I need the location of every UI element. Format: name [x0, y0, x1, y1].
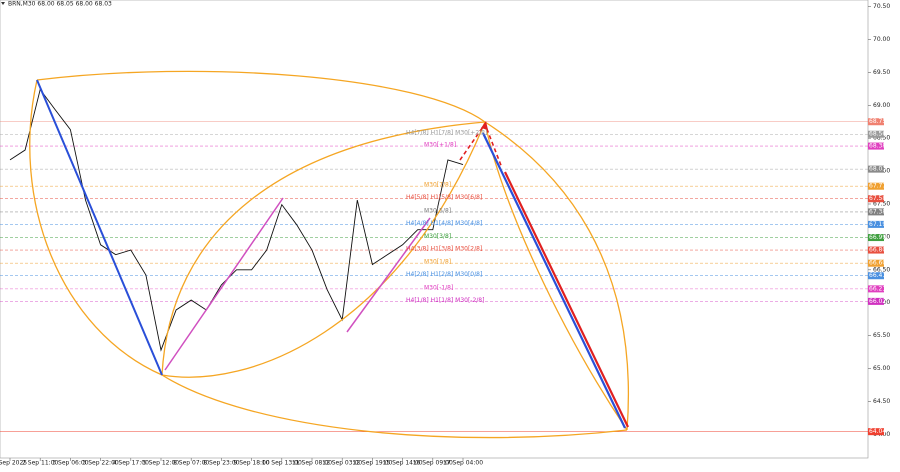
price-tag-label: 67.38 — [869, 208, 886, 215]
price-tag-label: 64.04 — [869, 428, 886, 435]
level-name: M30[3/8] — [424, 233, 451, 240]
y-tick-label: 67.50 — [873, 200, 890, 207]
y-tick-label: 65.00 — [873, 365, 890, 372]
price-tag-label: 66.99 — [869, 234, 886, 241]
level-name: H4[4/8] H1[4/8] M30[4/8] — [406, 220, 482, 227]
level-name: H4[7/8] H1[7/8] M30[+2/8] — [406, 130, 487, 137]
price-tag — [868, 182, 884, 190]
level-name: M30[7/8] — [424, 182, 451, 189]
y-tick-label: 68.50 — [873, 135, 890, 142]
x-tick-label: 2 Sep 11:00 — [22, 460, 58, 467]
arc — [29, 79, 163, 376]
price-tag-label: 67.19 — [869, 221, 886, 228]
price-tag-label: 66.41 — [869, 272, 886, 279]
price-tag-label: 66.80 — [869, 247, 886, 254]
price-tag — [868, 208, 884, 216]
arc — [161, 121, 486, 376]
trend-line — [164, 197, 284, 371]
price-tag-label: 68.75 — [869, 118, 886, 125]
levels — [0, 121, 868, 432]
price-tag — [868, 118, 884, 126]
arc — [36, 70, 486, 123]
price-tag — [868, 234, 884, 242]
price-tag-label: 66.02 — [869, 298, 886, 305]
level-name: M30[-1/8] — [424, 284, 453, 291]
arc — [484, 121, 629, 431]
y-tick-label: 70.00 — [873, 36, 890, 43]
price-tag-label: 66.21 — [869, 285, 886, 292]
level-name: H4[2/8] H1[2/8] M30[0/8] — [406, 271, 482, 278]
x-tick-label: 9 Sep 18:00 — [233, 460, 269, 467]
arrow-head — [481, 121, 488, 130]
y-tick-label: 64.50 — [873, 398, 890, 405]
price-tag — [868, 259, 884, 267]
x-tick-label: 11 Sep 08:00 — [292, 460, 332, 467]
price-tag — [868, 142, 884, 150]
forecast-line — [482, 132, 626, 429]
x-tick-label: 3 Sep 06:00 — [52, 460, 88, 467]
annotations — [29, 70, 629, 439]
x-tick-label: 15 Sep 14:00 — [383, 460, 423, 467]
price-tag — [868, 285, 884, 293]
y-tick-label: 69.50 — [873, 69, 890, 76]
x-tick-label: 16 Sep 09:00 — [413, 460, 453, 467]
level-name: H4[5/8] H1[5/8] M30[6/8] — [406, 194, 482, 201]
price-tag-label: 66.60 — [869, 260, 886, 267]
level-name: M30[1/8] — [424, 259, 451, 266]
x-tick-label: 10 Sep 13:00 — [262, 460, 302, 467]
title-icon — [1, 2, 5, 5]
price-tag-label: 68.38 — [869, 143, 886, 150]
x-tick-label: 3 Sep 22:00 — [82, 460, 118, 467]
x-tick-label: 4 Sep 17:00 — [113, 460, 149, 467]
price-tag — [868, 220, 884, 228]
price-tag — [868, 165, 884, 173]
x-tick-label: 12 Sep 03:00 — [322, 460, 362, 467]
arc — [161, 374, 628, 439]
x-tick-label: 8 Sep 23:00 — [203, 460, 239, 467]
y-tick-label: 69.00 — [873, 102, 890, 109]
level-name: H4[3/8] H1[3/8] M30[2/8] — [406, 246, 482, 253]
trend-line — [36, 79, 163, 376]
x-tick-label: 1 Sep 2025 — [0, 460, 27, 467]
price-tag-label: 67.77 — [869, 183, 886, 190]
y-tick-label: 65.50 — [873, 332, 890, 339]
x-tick-label: 8 Sep 07:00 — [173, 460, 209, 467]
arc — [161, 121, 486, 378]
level-name: M30[+1/8] — [424, 142, 456, 149]
price-tag-label: 67.58 — [869, 195, 886, 202]
x-tick-label: 5 Sep 12:00 — [143, 460, 179, 467]
chart-title: BRN,M30 68.00 68.05 68.00 68.03 — [8, 1, 112, 8]
price-tag-label: 68.56 — [869, 131, 886, 138]
price-line — [9, 88, 464, 352]
y-tick-label: 70.50 — [873, 3, 890, 10]
price-tag — [868, 195, 884, 203]
price-tag — [868, 297, 884, 305]
level-name: M30[5/8] — [424, 207, 451, 214]
forecast-line — [504, 171, 629, 428]
x-tick-label: 12 Sep 19:00 — [352, 460, 392, 467]
y-tick-label: 66.50 — [873, 266, 890, 273]
plot-area — [0, 0, 869, 459]
price-tag — [868, 272, 884, 280]
trend-line — [346, 217, 431, 333]
level-name: H4[1/8] H1[1/8] M30[-2/8] — [406, 297, 484, 304]
price-tag-label: 68.03 — [869, 166, 886, 173]
x-tick-label: 17 Sep 04:00 — [443, 460, 483, 467]
price-tag — [868, 130, 884, 138]
price-tag — [868, 246, 884, 254]
price-tag — [868, 428, 884, 436]
